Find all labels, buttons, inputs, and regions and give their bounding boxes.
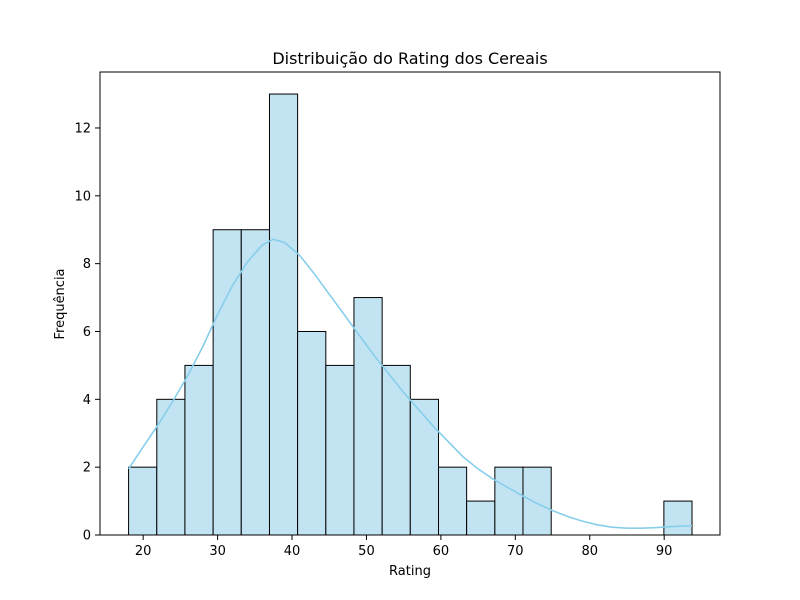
y-tick-label: 2 [83,461,91,476]
y-tick-label: 8 [83,257,91,272]
x-tick-label: 60 [433,544,450,559]
histogram-bar [325,364,355,536]
histogram-bar [240,229,270,536]
histogram-bar [522,466,552,536]
x-axis-title: Rating [389,564,431,579]
plot-area-frame [99,71,721,536]
y-axis-ticks: 0 2 4 6 8 10 12 [74,121,100,544]
x-tick-label: 30 [209,544,226,559]
x-tick-label: 70 [507,544,524,559]
x-tick-label: 90 [656,544,673,559]
histogram-bar [268,93,299,536]
x-tick-label: 50 [358,544,375,559]
histogram-bar [184,364,214,536]
histogram-bar [297,330,327,536]
y-tick-label: 10 [74,189,91,204]
y-tick-label: 4 [83,393,91,408]
histogram-bars [128,93,693,536]
histogram-bar [663,500,693,536]
histogram-bar [353,297,383,536]
histogram-bar [494,466,524,536]
x-tick-label: 20 [135,544,152,559]
histogram-bar [438,466,468,536]
x-axis-ticks: 20 30 40 50 60 70 80 90 [135,535,673,559]
y-tick-label: 12 [74,121,91,136]
histogram-bar [156,398,186,536]
histogram-bar [128,466,158,536]
y-tick-label: 6 [83,325,91,340]
chart-title: Distribuição do Rating dos Cereais [272,49,547,68]
histogram-bar [409,398,440,536]
histogram-bar [212,229,242,536]
x-tick-label: 40 [284,544,301,559]
y-axis-title: Frequência [53,268,68,339]
y-tick-label: 0 [83,529,91,544]
histogram-bar [381,364,411,536]
x-tick-label: 80 [581,544,598,559]
kde-curve [127,238,693,530]
histogram-bar [466,500,496,536]
